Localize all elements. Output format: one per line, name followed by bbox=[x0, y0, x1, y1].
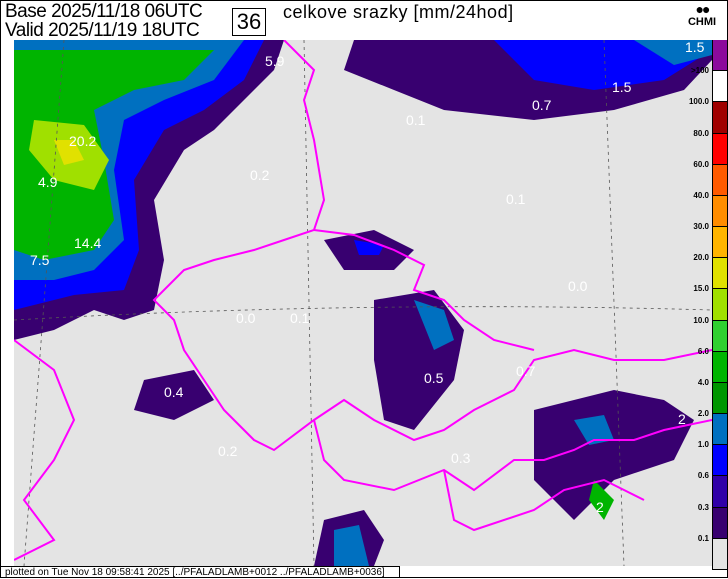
map-value-label: 20.2 bbox=[69, 133, 96, 149]
map-value-label: 0.4 bbox=[164, 384, 184, 400]
map-value-label: 5.9 bbox=[265, 53, 285, 69]
legend-swatch bbox=[713, 382, 728, 415]
legend-swatch bbox=[713, 71, 728, 103]
legend-label: 0.6 bbox=[697, 471, 709, 481]
map-value-label: 0.7 bbox=[516, 363, 536, 379]
map-value-label: 0.1 bbox=[290, 310, 310, 326]
logo-text: CHMI bbox=[687, 16, 717, 28]
legend-swatch bbox=[713, 351, 728, 383]
valid-time: Valid 2025/11/19 18UTC bbox=[5, 20, 200, 41]
map-value-labels: 5.91.51.50.70.120.20.24.90.114.47.50.00.… bbox=[30, 40, 705, 515]
legend-swatch bbox=[713, 102, 728, 134]
map-value-label: 0.2 bbox=[250, 167, 270, 183]
header: Base 2025/11/18 06UTC Valid 2025/11/19 1… bbox=[0, 0, 728, 40]
map-value-label: 0.1 bbox=[406, 112, 426, 128]
legend-label: 0.1 bbox=[697, 533, 709, 543]
legend-swatch bbox=[713, 414, 728, 446]
legend-label: 30.0 bbox=[693, 222, 709, 232]
map-value-label: 7.5 bbox=[30, 252, 50, 268]
legend-swatch bbox=[713, 538, 728, 570]
map-value-label: 2 bbox=[678, 411, 686, 427]
legend-swatch bbox=[713, 133, 728, 165]
legend-swatch bbox=[713, 289, 728, 321]
legend-swatch bbox=[713, 320, 728, 352]
precipitation-map: 5.91.51.50.70.120.20.24.90.114.47.50.00.… bbox=[14, 40, 712, 566]
legend-swatch bbox=[713, 164, 728, 196]
legend-label: 0.3 bbox=[697, 502, 709, 512]
legend-swatch bbox=[713, 445, 728, 477]
map-value-label: 0.1 bbox=[506, 191, 526, 207]
legend-label: 80.0 bbox=[693, 128, 709, 138]
map-title: celkove srazky [mm/24hod] bbox=[283, 2, 514, 22]
logo-icon: ●● bbox=[695, 1, 711, 17]
grid-lines bbox=[14, 40, 712, 566]
map-value-label: 14.4 bbox=[74, 235, 101, 251]
legend-label: 100.0 bbox=[688, 97, 709, 107]
legend-swatch bbox=[713, 507, 728, 539]
color-legend: >100 100.0 80.0 60.0 40.0 30.0 20.0 15.0 10.0 6.0… bbox=[689, 40, 728, 570]
legend-label: 10.0 bbox=[693, 315, 709, 325]
legend-swatch bbox=[713, 227, 728, 259]
legend-label: 20.0 bbox=[693, 253, 709, 263]
legend-label: 1.0 bbox=[697, 440, 709, 450]
legend-swatch bbox=[713, 195, 728, 228]
forecast-hour: 36 bbox=[232, 8, 266, 36]
base-time: Base 2025/11/18 06UTC bbox=[5, 1, 203, 22]
map-value-label: 2 bbox=[596, 499, 604, 515]
legend-swatch bbox=[713, 476, 728, 508]
legend-label: 4.0 bbox=[697, 377, 709, 387]
legend-label: 15.0 bbox=[693, 284, 709, 294]
legend-label: 40.0 bbox=[693, 190, 709, 200]
chmi-logo: ●● CHMI bbox=[682, 2, 722, 28]
map-value-label: 0.3 bbox=[451, 450, 471, 466]
map-value-label: 0.2 bbox=[218, 443, 238, 459]
map-value-label: 0.0 bbox=[236, 310, 256, 326]
country-borders bbox=[14, 40, 712, 561]
legend-swatch bbox=[713, 258, 728, 290]
legend-label: 2.0 bbox=[697, 409, 709, 419]
map-value-label: 0.0 bbox=[568, 278, 588, 294]
legend-swatch bbox=[713, 40, 728, 72]
map-value-label: 1.5 bbox=[612, 79, 632, 95]
legend-label: >100 bbox=[690, 66, 709, 76]
legend-label: 60.0 bbox=[693, 159, 709, 169]
map-value-label: 0.7 bbox=[532, 97, 552, 113]
precip-areas bbox=[14, 40, 712, 566]
map-value-label: 0.5 bbox=[424, 370, 444, 386]
map-value-label: 4.9 bbox=[38, 174, 58, 190]
map-value-label: 1.5 bbox=[685, 40, 705, 55]
legend-label: 6.0 bbox=[697, 346, 709, 356]
footer-plot-info: plotted on Tue Nov 18 09:58:41 2025 [../… bbox=[0, 566, 400, 578]
